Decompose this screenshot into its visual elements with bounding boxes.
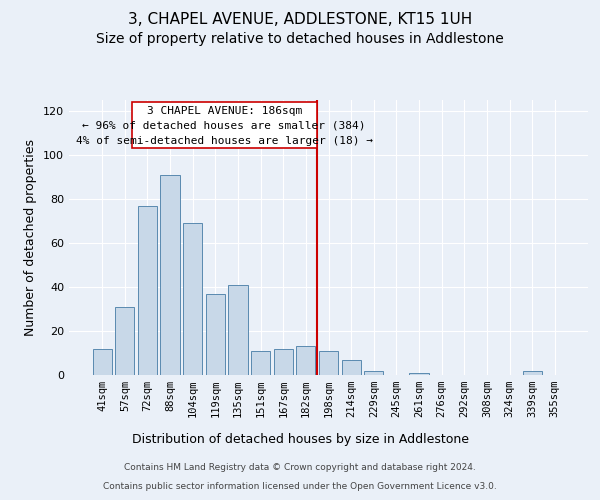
Text: 3, CHAPEL AVENUE, ADDLESTONE, KT15 1UH: 3, CHAPEL AVENUE, ADDLESTONE, KT15 1UH: [128, 12, 472, 28]
Bar: [364, 370, 383, 375]
Bar: [92, 348, 112, 375]
Bar: [206, 294, 225, 375]
Bar: [138, 206, 157, 375]
Bar: [274, 348, 293, 375]
Bar: [341, 360, 361, 375]
Bar: [251, 351, 270, 375]
Bar: [319, 351, 338, 375]
Bar: [183, 223, 202, 375]
Bar: [160, 175, 180, 375]
Bar: [115, 307, 134, 375]
Bar: [409, 373, 428, 375]
Text: Distribution of detached houses by size in Addlestone: Distribution of detached houses by size …: [131, 432, 469, 446]
Bar: [229, 285, 248, 375]
Text: Contains public sector information licensed under the Open Government Licence v3: Contains public sector information licen…: [103, 482, 497, 491]
Bar: [523, 370, 542, 375]
Text: 3 CHAPEL AVENUE: 186sqm: 3 CHAPEL AVENUE: 186sqm: [146, 106, 302, 116]
Text: 4% of semi-detached houses are larger (18) →: 4% of semi-detached houses are larger (1…: [76, 136, 373, 146]
Text: Size of property relative to detached houses in Addlestone: Size of property relative to detached ho…: [96, 32, 504, 46]
FancyBboxPatch shape: [131, 102, 317, 148]
Text: Contains HM Land Registry data © Crown copyright and database right 2024.: Contains HM Land Registry data © Crown c…: [124, 464, 476, 472]
Y-axis label: Number of detached properties: Number of detached properties: [25, 139, 37, 336]
Bar: [296, 346, 316, 375]
Text: ← 96% of detached houses are smaller (384): ← 96% of detached houses are smaller (38…: [82, 121, 366, 131]
